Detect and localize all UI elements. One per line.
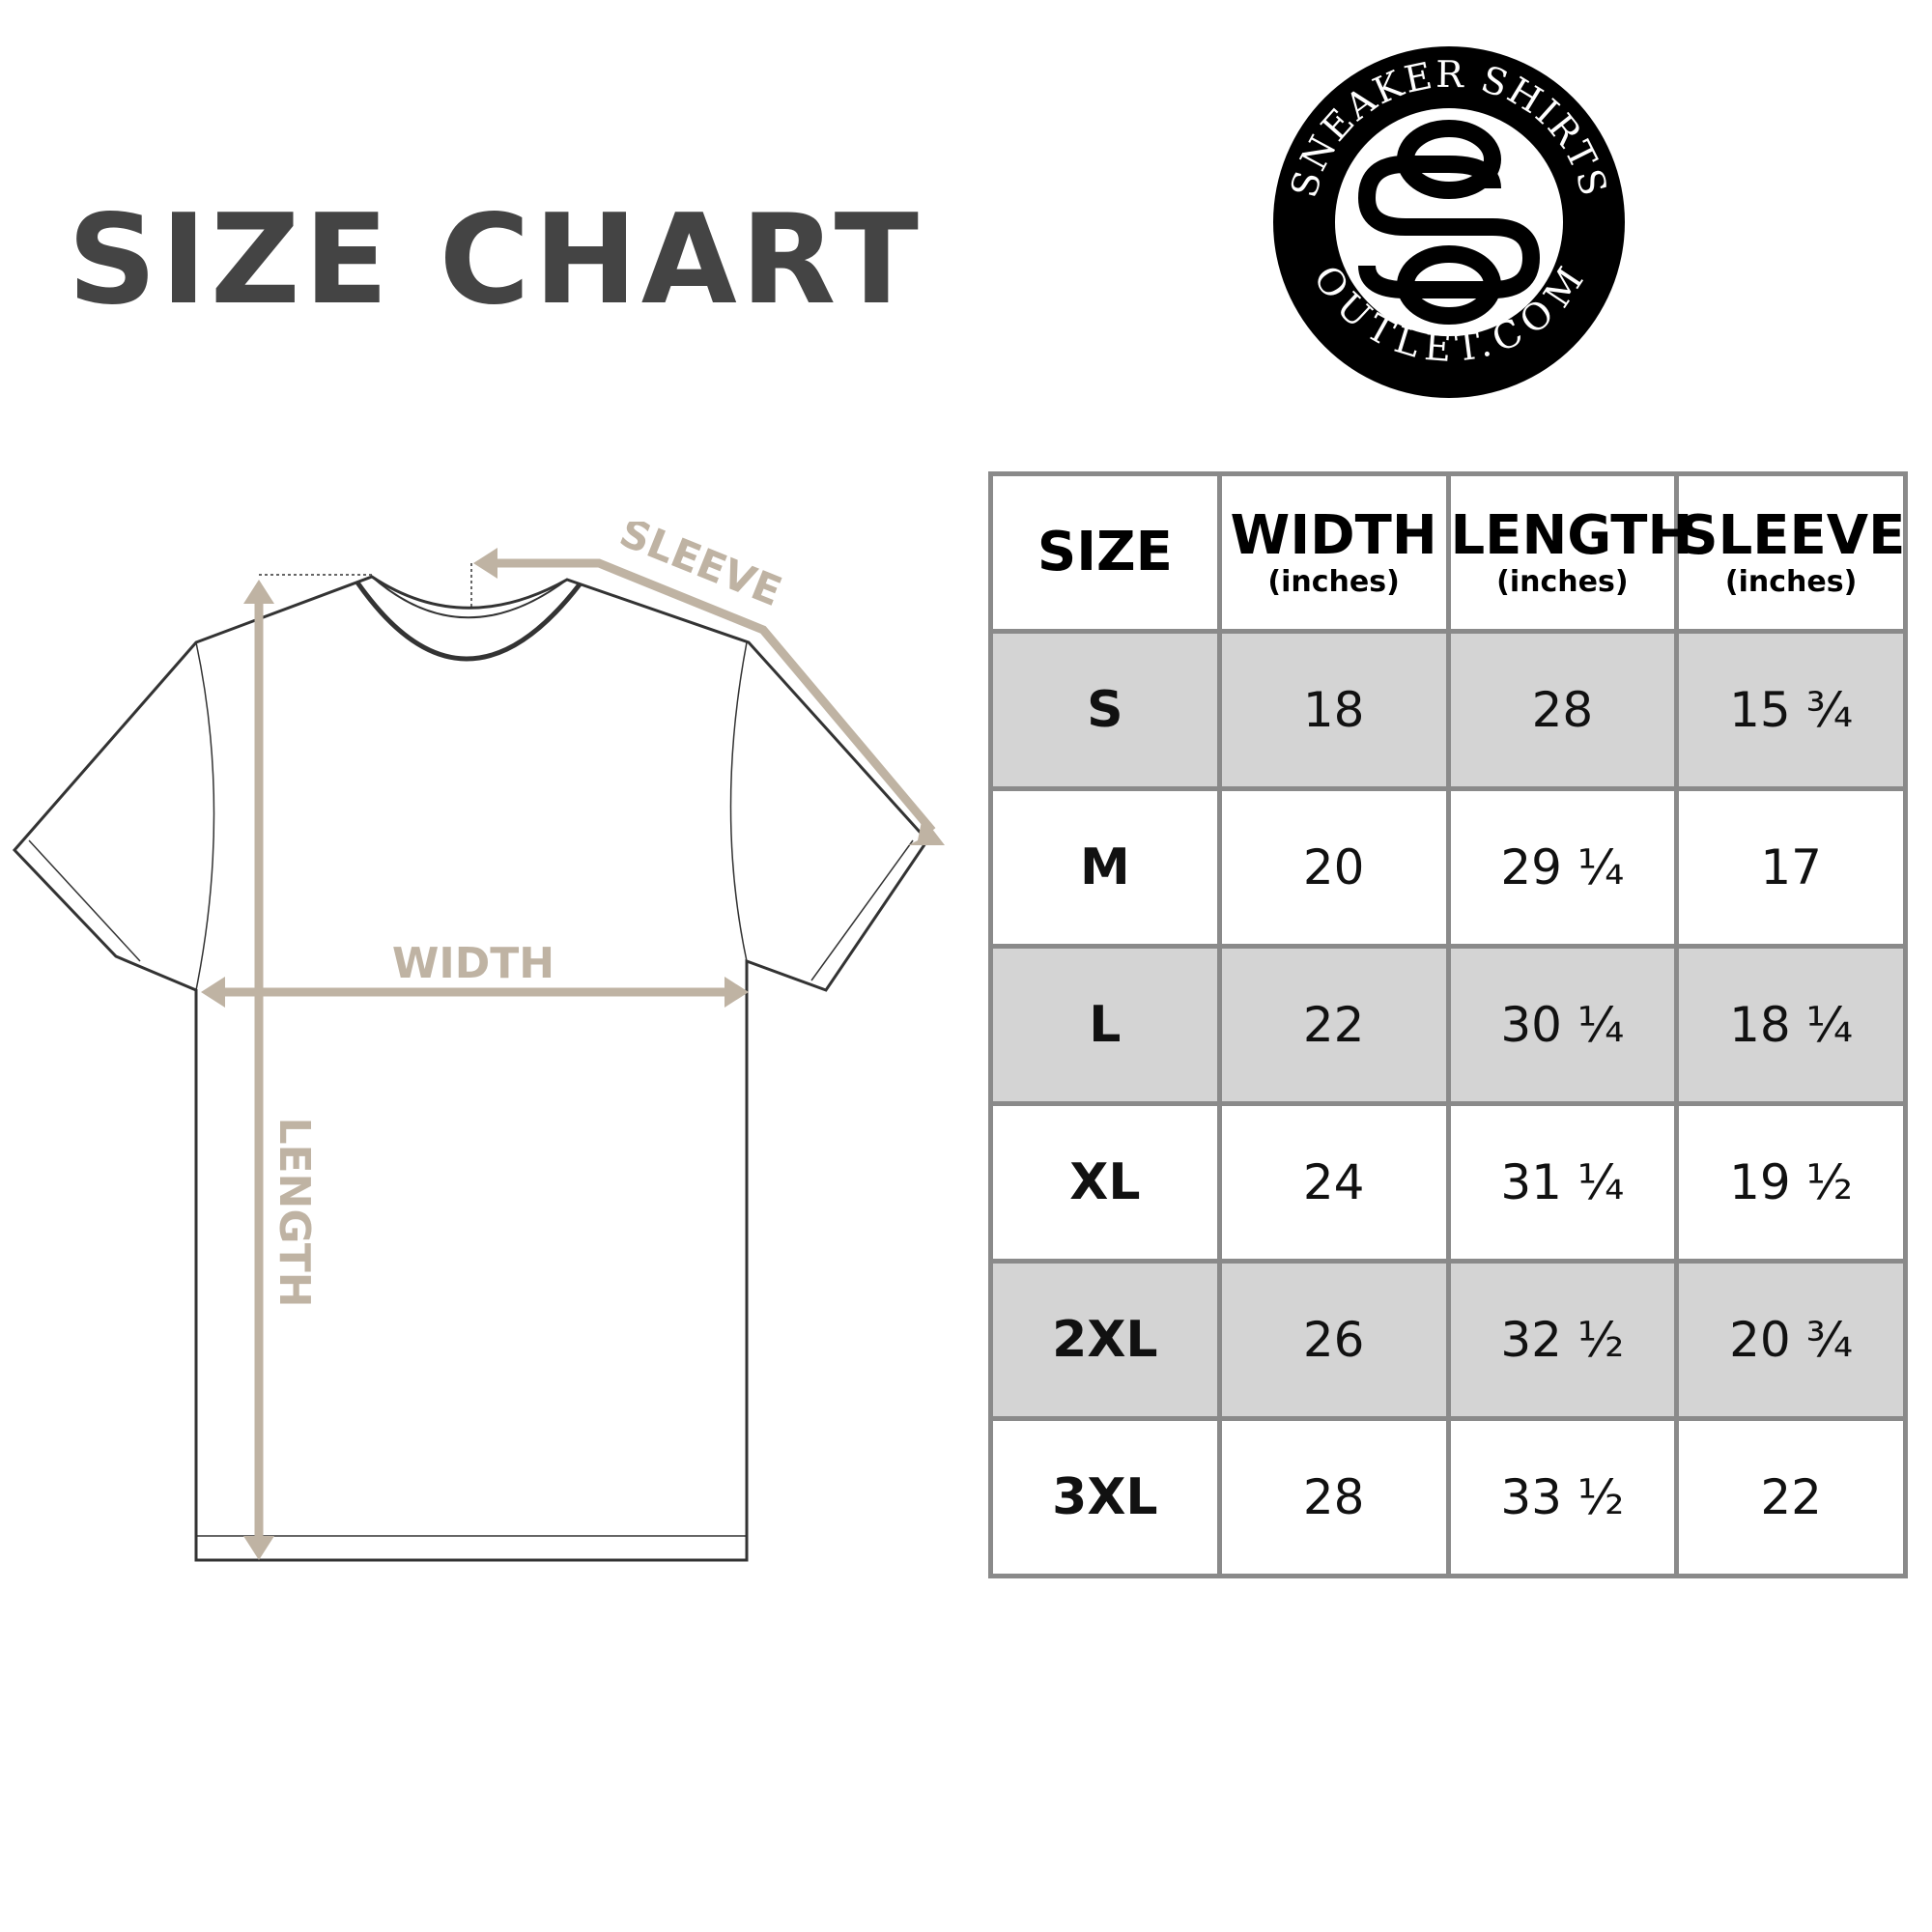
size-cell: M <box>988 786 1222 949</box>
table-row: M 20 29 ¼ 17 <box>988 786 1908 949</box>
tshirt-diagram: WIDTH LENGTH SLEEVE <box>12 522 945 1562</box>
length-label: LENGTH <box>270 1117 319 1307</box>
size-cell: L <box>988 944 1222 1106</box>
sleeve-cell: 19 ½ <box>1674 1101 1908 1264</box>
page-title: SIZE CHART <box>68 188 923 332</box>
length-cell: 28 <box>1445 629 1680 791</box>
table-row: S 18 28 15 ¾ <box>988 629 1908 791</box>
size-table: SIZE WIDTH (inches) LENGTH (inches) SLEEVE… <box>988 471 1908 1578</box>
length-cell: 33 ½ <box>1445 1416 1680 1578</box>
header-size: SIZE <box>988 471 1222 634</box>
length-cell: 30 ¼ <box>1445 944 1680 1106</box>
table-row: 3XL 28 33 ½ 22 <box>988 1416 1908 1578</box>
header-sleeve: SLEEVE (inches) <box>1674 471 1908 634</box>
header-length: LENGTH (inches) <box>1445 471 1692 634</box>
width-cell: 28 <box>1216 1416 1451 1578</box>
width-cell: 20 <box>1216 786 1451 949</box>
length-cell: 32 ½ <box>1445 1259 1680 1421</box>
length-cell: 29 ¼ <box>1445 786 1680 949</box>
sleeve-cell: 20 ¾ <box>1674 1259 1908 1421</box>
monogram-icon <box>1357 120 1541 325</box>
width-cell: 26 <box>1216 1259 1451 1421</box>
width-cell: 18 <box>1216 629 1451 791</box>
size-cell: 3XL <box>988 1416 1222 1578</box>
size-cell: S <box>988 629 1222 791</box>
size-cell: XL <box>988 1101 1222 1264</box>
width-cell: 24 <box>1216 1101 1451 1264</box>
table-row: XL 24 31 ¼ 19 ½ <box>988 1101 1908 1264</box>
sleeve-cell: 18 ¼ <box>1674 944 1908 1106</box>
sleeve-cell: 17 <box>1674 786 1908 949</box>
sleeve-cell: 15 ¾ <box>1674 629 1908 791</box>
table-header-row: SIZE WIDTH (inches) LENGTH (inches) SLEEVE… <box>988 471 1908 634</box>
length-cell: 31 ¼ <box>1445 1101 1680 1264</box>
sleeve-cell: 22 <box>1674 1416 1908 1578</box>
width-label: WIDTH <box>392 939 554 988</box>
width-cell: 22 <box>1216 944 1451 1106</box>
header-width: WIDTH (inches) <box>1216 471 1451 634</box>
brand-logo: SNEAKER SHIRTS OUTLET.COM <box>1273 46 1625 398</box>
size-cell: 2XL <box>988 1259 1222 1421</box>
table-row: 2XL 26 32 ½ 20 ¾ <box>988 1259 1908 1421</box>
table-row: L 22 30 ¼ 18 ¼ <box>988 944 1908 1106</box>
